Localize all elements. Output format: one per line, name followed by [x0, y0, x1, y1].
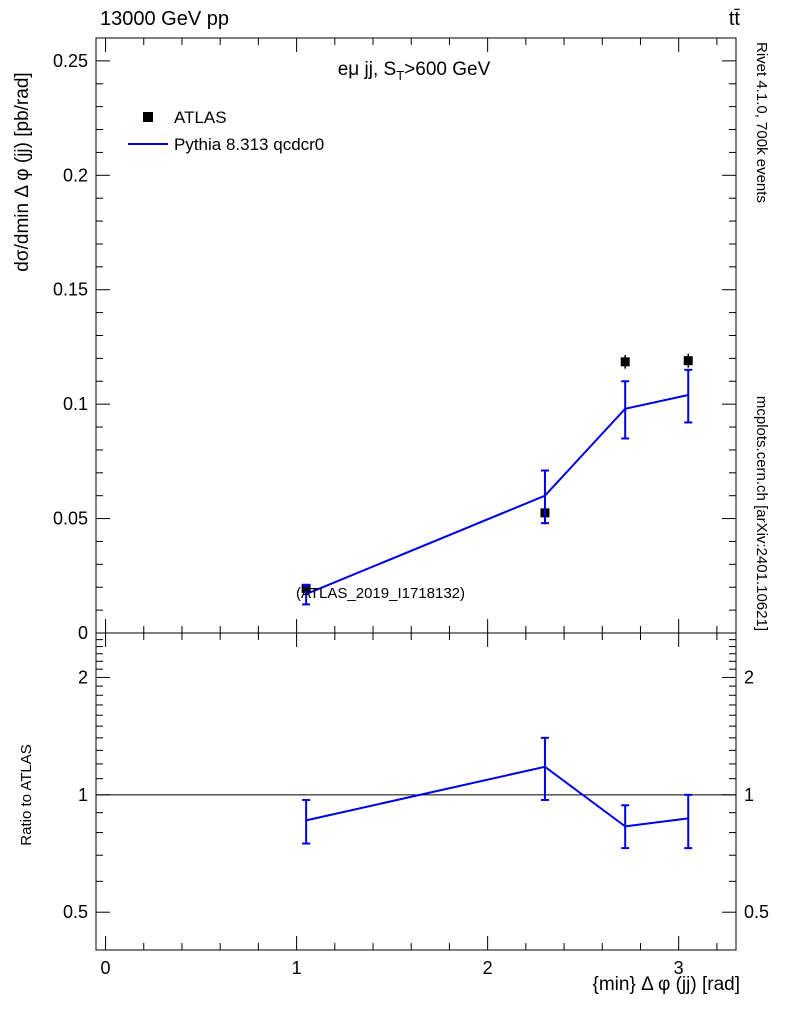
data-point-marker [620, 357, 630, 367]
plot-title-pre: eμ jj, S [338, 59, 396, 80]
rivet-version-note: Rivet 4.1.0, 700k events [753, 42, 770, 203]
beam-energy-label: 13000 GeV pp [100, 8, 229, 30]
axes-layer: 0 1 2 3 0 0.05 0.1 0.15 0.2 0.25 0.5 0.5 1 1 2 2 [53, 37, 769, 978]
main-y-tick-label: 0.05 [53, 509, 88, 529]
series-line [305, 765, 689, 828]
ratio-y-tick-label-right: 0.5 [744, 902, 769, 922]
x-tick-label: 0 [101, 958, 111, 978]
plot-title-subscript: T [396, 68, 404, 83]
ratio-panel-frame [95, 632, 737, 951]
process-label: tt̄ [729, 8, 741, 30]
legend-atlas-marker-icon [143, 112, 153, 122]
ratio-y-tick-label-right: 1 [744, 785, 754, 805]
series-line [305, 394, 689, 596]
ratio-y-tick-label: 2 [78, 667, 88, 687]
x-tick-label: 2 [483, 958, 493, 978]
ratio-y-tick-label: 0.5 [63, 902, 88, 922]
data-point-marker [683, 356, 693, 366]
legend: ATLAS Pythia 8.313 qcdcr0 [128, 108, 324, 154]
x-tick-label: 3 [674, 958, 684, 978]
mcplots-note: mcplots.cern.ch [arXiv:2401.10621] [753, 396, 770, 631]
main-y-tick-label: 0.2 [63, 165, 88, 185]
plot-title: eμ jj, ST>600 GeV [338, 59, 491, 83]
main-panel-frame [95, 37, 737, 634]
main-y-axis-title: dσ/dmin Δ φ (jj) [pb/rad] [12, 72, 33, 271]
main-y-tick-label: 0.1 [63, 394, 88, 414]
plot-title-post: >600 GeV [404, 59, 490, 80]
data-layer [96, 353, 736, 850]
ratio-y-tick-label-right: 2 [744, 667, 754, 687]
x-tick-label: 1 [292, 958, 302, 978]
main-y-tick-label: 0.15 [53, 280, 88, 300]
ratio-y-tick-label: 1 [78, 785, 88, 805]
ratio-y-axis-title: Ratio to ATLAS [18, 744, 35, 845]
analysis-watermark: (ATLAS_2019_I1718132) [296, 585, 465, 602]
legend-atlas-label: ATLAS [174, 108, 227, 127]
main-y-tick-label: 0.25 [53, 51, 88, 71]
legend-pythia-label: Pythia 8.313 qcdcr0 [174, 135, 324, 154]
x-axis-title: {min} Δ φ (jj) [rad] [592, 974, 740, 995]
main-y-tick-label: 0 [78, 623, 88, 643]
